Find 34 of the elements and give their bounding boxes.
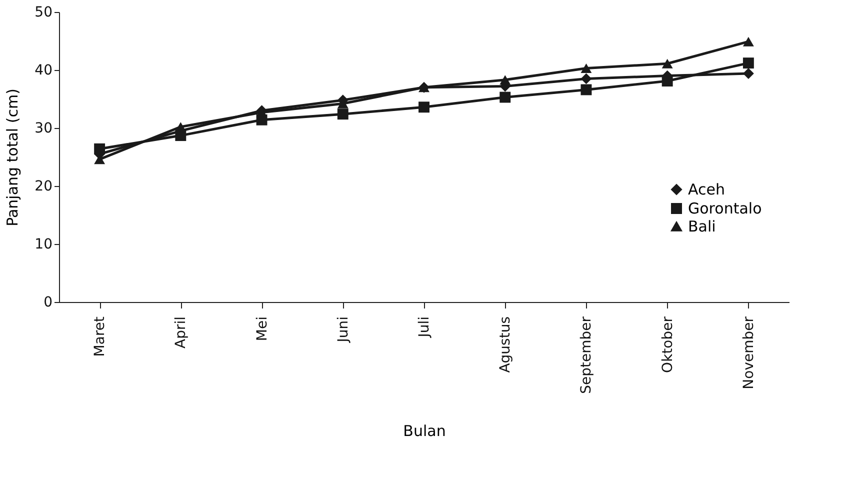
point xyxy=(742,68,754,79)
point xyxy=(418,102,430,113)
x-tick-label: Juli xyxy=(416,316,432,338)
y-tick-label: 20 xyxy=(34,178,52,194)
y-tick-label: 10 xyxy=(34,236,52,252)
point xyxy=(580,64,592,74)
x-tick-label: September xyxy=(578,316,595,394)
point xyxy=(94,143,106,154)
y-tick-label: 0 xyxy=(44,294,52,310)
x-tick-label: Maret xyxy=(92,316,108,357)
x-tick-label: Mei xyxy=(254,316,270,342)
x-tick-label: November xyxy=(740,316,757,390)
legend-label: Bali xyxy=(688,218,716,236)
point xyxy=(662,58,673,68)
legend-label: Aceh xyxy=(688,180,725,198)
y-tick-label: 50 xyxy=(34,4,52,20)
point xyxy=(580,73,592,84)
x-tick-label: Juni xyxy=(335,316,352,344)
point xyxy=(742,58,754,69)
x-tick-label: April xyxy=(173,316,190,348)
point xyxy=(175,122,186,132)
legend-label: Gorontalo xyxy=(688,200,762,218)
point xyxy=(580,84,592,96)
point xyxy=(500,75,511,85)
y-tick-label: 40 xyxy=(34,62,52,78)
x-tick-label: Agustus xyxy=(498,316,514,373)
x-axis-title: Bulan xyxy=(403,422,446,440)
point xyxy=(742,36,754,46)
x-tick-label: Oktober xyxy=(660,316,676,373)
point xyxy=(662,76,673,86)
point xyxy=(337,108,348,120)
y-tick-label: 30 xyxy=(34,120,52,136)
point xyxy=(500,92,511,103)
y-axis-title: Panjang total (cm) xyxy=(4,88,22,226)
